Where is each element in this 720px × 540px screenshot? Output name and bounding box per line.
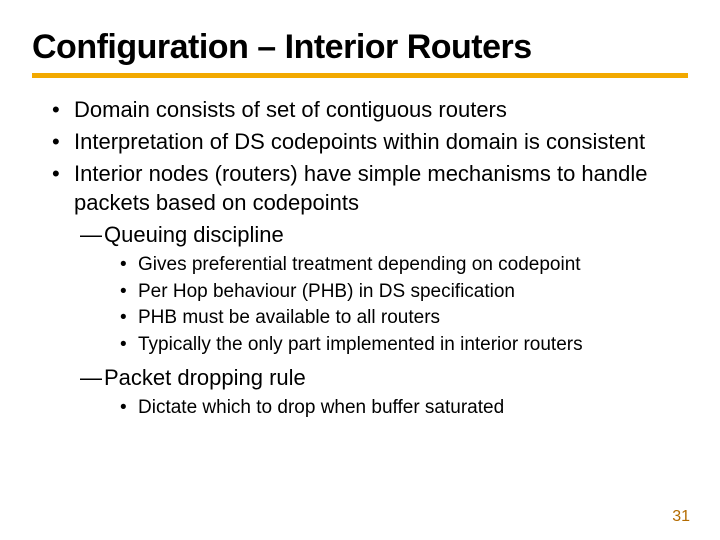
page-number: 31 (672, 508, 690, 526)
sub-sub-item: Dictate which to drop when buffer satura… (138, 396, 688, 421)
bullet-list: Domain consists of set of contiguous rou… (32, 96, 688, 420)
sub-sub-list: Gives preferential treatment depending o… (104, 253, 688, 358)
bullet-item: Domain consists of set of contiguous rou… (74, 96, 688, 124)
bullet-item: Interior nodes (routers) have simple mec… (74, 160, 688, 420)
slide: Configuration – Interior Routers Domain … (0, 0, 720, 540)
bullet-text: Interpretation of DS codepoints within d… (74, 129, 645, 154)
sub-item: —Queuing discipline Gives preferential t… (104, 221, 688, 358)
sub-text: Queuing discipline (104, 222, 284, 247)
sub-sub-list: Dictate which to drop when buffer satura… (104, 396, 688, 421)
bullet-text: Interior nodes (routers) have simple mec… (74, 161, 648, 214)
sub-sub-item: PHB must be available to all routers (138, 306, 688, 331)
bullet-text: Domain consists of set of contiguous rou… (74, 97, 507, 122)
sub-sub-text: Typically the only part implemented in i… (138, 334, 583, 355)
dash-icon: — (80, 364, 102, 392)
dash-icon: — (80, 221, 102, 249)
sub-sub-text: Dictate which to drop when buffer satura… (138, 397, 504, 418)
sub-list: —Queuing discipline Gives preferential t… (74, 221, 688, 421)
sub-sub-item: Per Hop behaviour (PHB) in DS specificat… (138, 280, 688, 305)
sub-sub-text: Per Hop behaviour (PHB) in DS specificat… (138, 281, 515, 302)
sub-text: Packet dropping rule (104, 365, 306, 390)
sub-sub-item: Typically the only part implemented in i… (138, 333, 688, 358)
slide-title: Configuration – Interior Routers (32, 28, 688, 78)
sub-item: —Packet dropping rule Dictate which to d… (104, 364, 688, 421)
sub-sub-text: Gives preferential treatment depending o… (138, 254, 581, 275)
sub-sub-item: Gives preferential treatment depending o… (138, 253, 688, 278)
sub-sub-text: PHB must be available to all routers (138, 307, 440, 328)
bullet-item: Interpretation of DS codepoints within d… (74, 128, 688, 156)
